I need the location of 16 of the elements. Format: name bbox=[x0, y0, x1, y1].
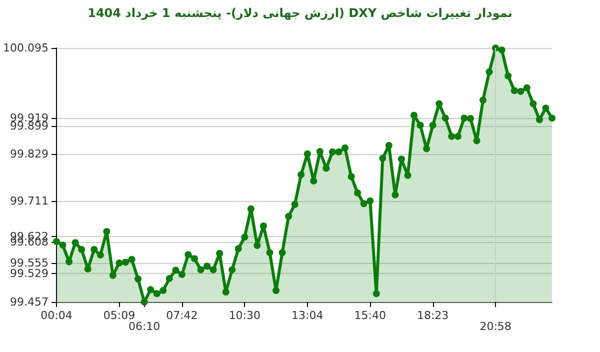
y-tick-label: 99.711 bbox=[10, 194, 48, 208]
y-tick-label: 99.555 bbox=[10, 256, 48, 270]
x-tick-label: 06:10 bbox=[128, 320, 160, 333]
x-tick-label: 07:42 bbox=[166, 309, 198, 322]
x-tick-label: 05:09 bbox=[103, 309, 136, 322]
y-tick-label: 99.529 bbox=[10, 266, 48, 280]
x-tick-label: 15:40 bbox=[354, 309, 386, 322]
chart-title: نمودار تغییرات شاخص DXY (ارزش جهانی دلار)- پنجشنبه 1 خرداد 1404 bbox=[86, 6, 514, 20]
x-tick-label: 00:04 bbox=[40, 309, 72, 322]
y-tick-label: 99.457 bbox=[10, 296, 48, 308]
y-tick-label: 99.829 bbox=[10, 147, 48, 160]
x-tick-label: 20:58 bbox=[480, 320, 512, 333]
x-tick-label: 18:23 bbox=[416, 309, 449, 322]
y-tick-label: 100.095 bbox=[2, 42, 48, 54]
x-tick-label: 13:04 bbox=[292, 309, 324, 322]
x-tick-label: 10:30 bbox=[228, 309, 261, 322]
